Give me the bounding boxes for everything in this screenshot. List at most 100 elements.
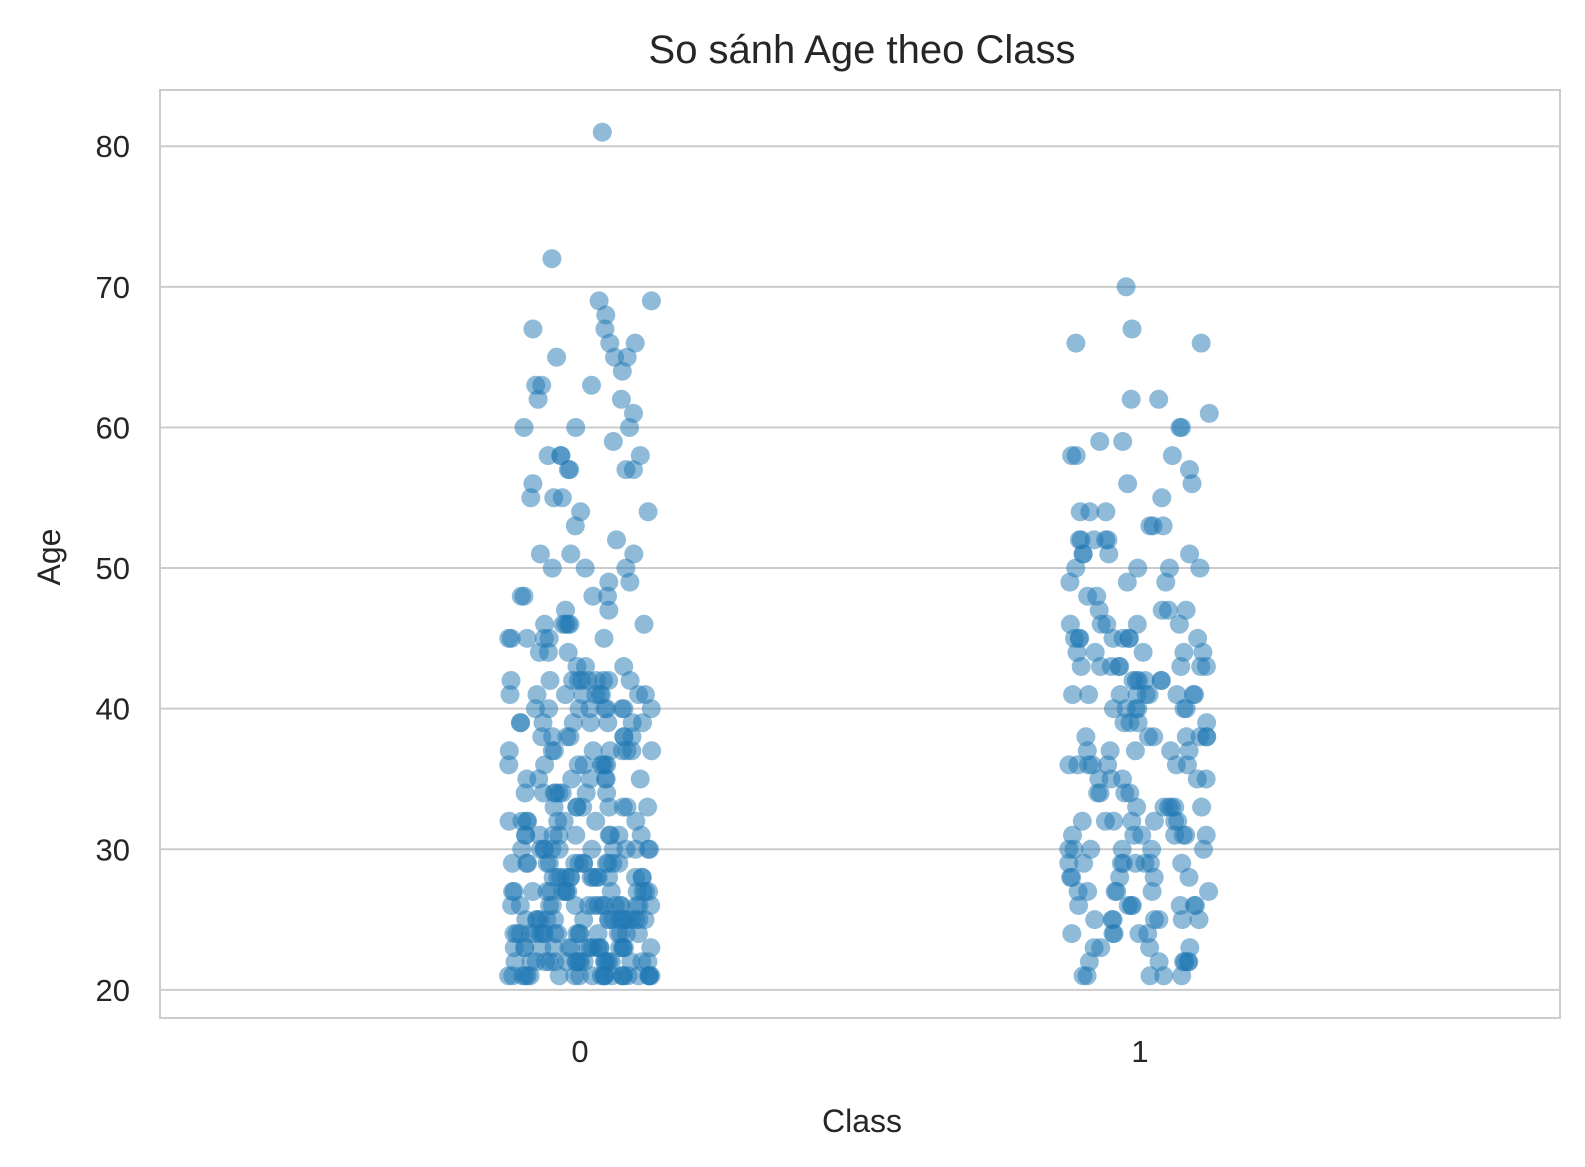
data-point	[624, 544, 644, 564]
x-tick-label: 0	[571, 1034, 588, 1069]
data-point	[609, 853, 629, 873]
data-point	[641, 291, 661, 311]
data-point	[502, 896, 522, 915]
data-point	[565, 896, 585, 915]
data-point	[529, 642, 549, 662]
plot-frame	[159, 89, 1561, 1019]
data-point	[1136, 685, 1156, 705]
data-point	[1138, 924, 1158, 944]
data-point	[1062, 446, 1082, 466]
data-point	[1162, 446, 1182, 466]
data-point	[641, 938, 661, 958]
data-point	[521, 488, 541, 508]
data-point	[613, 797, 633, 817]
data-point	[613, 938, 633, 958]
data-point	[1081, 839, 1101, 859]
data-point	[525, 699, 545, 719]
data-point	[612, 699, 632, 719]
data-point	[1140, 516, 1160, 536]
data-point	[1152, 600, 1172, 620]
data-point	[1105, 882, 1125, 901]
data-point	[582, 839, 602, 859]
data-point	[566, 418, 586, 437]
data-point	[599, 572, 619, 592]
data-point	[515, 783, 535, 803]
data-points	[499, 122, 1219, 986]
data-point	[1071, 657, 1091, 676]
data-point	[1122, 811, 1142, 831]
data-point	[603, 432, 623, 451]
data-point	[1151, 671, 1171, 690]
data-point	[1176, 600, 1196, 620]
data-point	[542, 558, 562, 578]
data-point	[1099, 544, 1119, 564]
data-point	[1060, 572, 1080, 592]
data-point	[1165, 825, 1185, 845]
data-point	[1172, 853, 1192, 873]
data-point	[1079, 685, 1099, 705]
data-point	[1191, 333, 1211, 353]
data-point	[589, 291, 609, 311]
data-point	[580, 699, 600, 719]
data-point	[523, 882, 543, 901]
data-point	[562, 769, 582, 789]
data-point	[1059, 755, 1079, 775]
data-point	[1153, 516, 1173, 536]
data-point	[1179, 741, 1199, 761]
data-point	[1073, 544, 1093, 564]
data-point	[1128, 558, 1148, 578]
data-point	[1142, 882, 1162, 901]
data-point	[1170, 896, 1190, 915]
data-point	[1140, 966, 1160, 986]
data-point	[504, 938, 524, 958]
data-point	[567, 797, 587, 817]
chart-title: So sánh Age theo Class	[649, 28, 1076, 72]
data-point	[605, 347, 624, 367]
data-point	[556, 685, 575, 705]
data-point	[565, 516, 585, 536]
data-point	[1133, 642, 1153, 662]
data-point	[1074, 853, 1094, 873]
data-point	[620, 671, 640, 690]
data-point	[1197, 713, 1217, 733]
y-tick-label: 80	[96, 129, 130, 164]
data-point	[1172, 910, 1192, 930]
data-point	[599, 910, 619, 930]
data-point	[586, 811, 606, 831]
data-point	[570, 924, 590, 944]
data-point	[1196, 657, 1216, 676]
data-point	[595, 966, 615, 986]
data-point	[500, 685, 520, 705]
data-point	[1196, 769, 1216, 789]
data-point	[1167, 685, 1187, 705]
gridlines	[160, 145, 1560, 991]
data-point	[1196, 825, 1216, 845]
data-point	[1135, 853, 1155, 873]
data-point	[523, 474, 543, 494]
data-point	[1116, 277, 1136, 297]
data-point	[1127, 614, 1147, 634]
data-point	[1089, 769, 1109, 789]
data-point	[1154, 966, 1174, 986]
data-point	[560, 727, 580, 747]
data-point	[598, 713, 618, 733]
data-point	[1121, 389, 1141, 409]
data-point	[612, 966, 632, 986]
x-axis-label: Class	[822, 1103, 902, 1139]
data-point	[523, 319, 543, 339]
data-point	[511, 713, 531, 733]
y-tick-label: 60	[96, 410, 130, 445]
data-point	[499, 741, 519, 761]
data-point	[1144, 727, 1164, 747]
data-point	[560, 614, 580, 634]
data-point	[628, 924, 648, 944]
data-point	[592, 122, 612, 142]
data-point	[1115, 783, 1135, 803]
data-point	[502, 853, 522, 873]
data-point	[1095, 811, 1115, 831]
data-point	[1117, 572, 1137, 592]
data-point	[587, 867, 606, 887]
data-point	[517, 628, 537, 648]
data-point	[1121, 896, 1141, 915]
